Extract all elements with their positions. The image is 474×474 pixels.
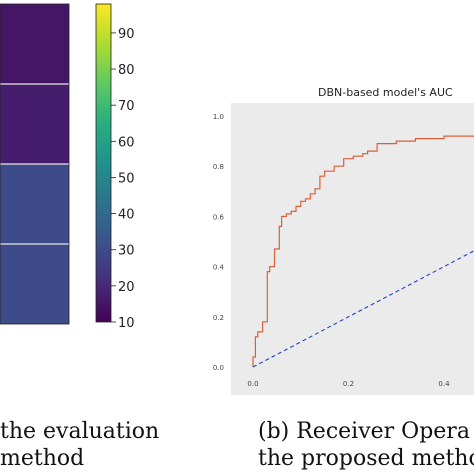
heatmap-border [0, 3, 70, 325]
colorbar-tick-label: 50 [118, 171, 135, 186]
caption-a-line2: method [0, 446, 85, 471]
colorbar-tick-label: 10 [118, 316, 135, 331]
colorbar-tick-label: 70 [118, 99, 135, 114]
roc-y-tick-label: 0.0 [213, 364, 224, 372]
colorbar-tick-label: 30 [118, 244, 135, 259]
colorbar-tick-label: 60 [118, 135, 135, 150]
colorbar-tick-label: 90 [118, 27, 135, 42]
caption-b-line1: (b) Receiver Opera [258, 419, 470, 444]
roc-y-tick-label: 1.0 [213, 113, 224, 121]
heatmap-cell [0, 4, 69, 84]
roc-y-tick-label: 0.2 [213, 314, 224, 322]
roc-plot-area [231, 103, 474, 395]
heatmap-cell [0, 244, 69, 324]
heatmap-cell [0, 84, 69, 164]
caption-b-line2: the proposed metho [258, 446, 474, 471]
roc-lines [252, 135, 474, 368]
roc-axis-ticks: 0.0 0.2 0.4 0.6 0.8 1.0 0.0 0.2 0.4 [213, 113, 450, 388]
heatmap-cells [0, 4, 69, 324]
colorbar-tick-label: 40 [118, 208, 135, 223]
heatmap-cell [0, 164, 69, 244]
roc-curve [252, 135, 474, 367]
colorbar [95, 3, 112, 323]
caption-a-line1: the evaluation [0, 419, 160, 444]
roc-y-tick-label: 0.4 [213, 264, 225, 272]
colorbar-tick-label: 20 [118, 280, 135, 295]
roc-x-tick-label: 0.4 [438, 380, 450, 388]
roc-x-tick-label: 0.0 [247, 380, 258, 388]
roc-x-tick-label: 0.2 [343, 380, 354, 388]
roc-y-tick-label: 0.8 [213, 163, 224, 171]
roc-y-tick-label: 0.6 [213, 213, 225, 221]
roc-title: DBN-based model's AUC [318, 86, 453, 99]
colorbar-ticks: 10 20 30 40 50 60 70 80 90 [111, 27, 135, 331]
roc-chance-line [252, 250, 474, 368]
colorbar-tick-label: 80 [118, 63, 135, 78]
